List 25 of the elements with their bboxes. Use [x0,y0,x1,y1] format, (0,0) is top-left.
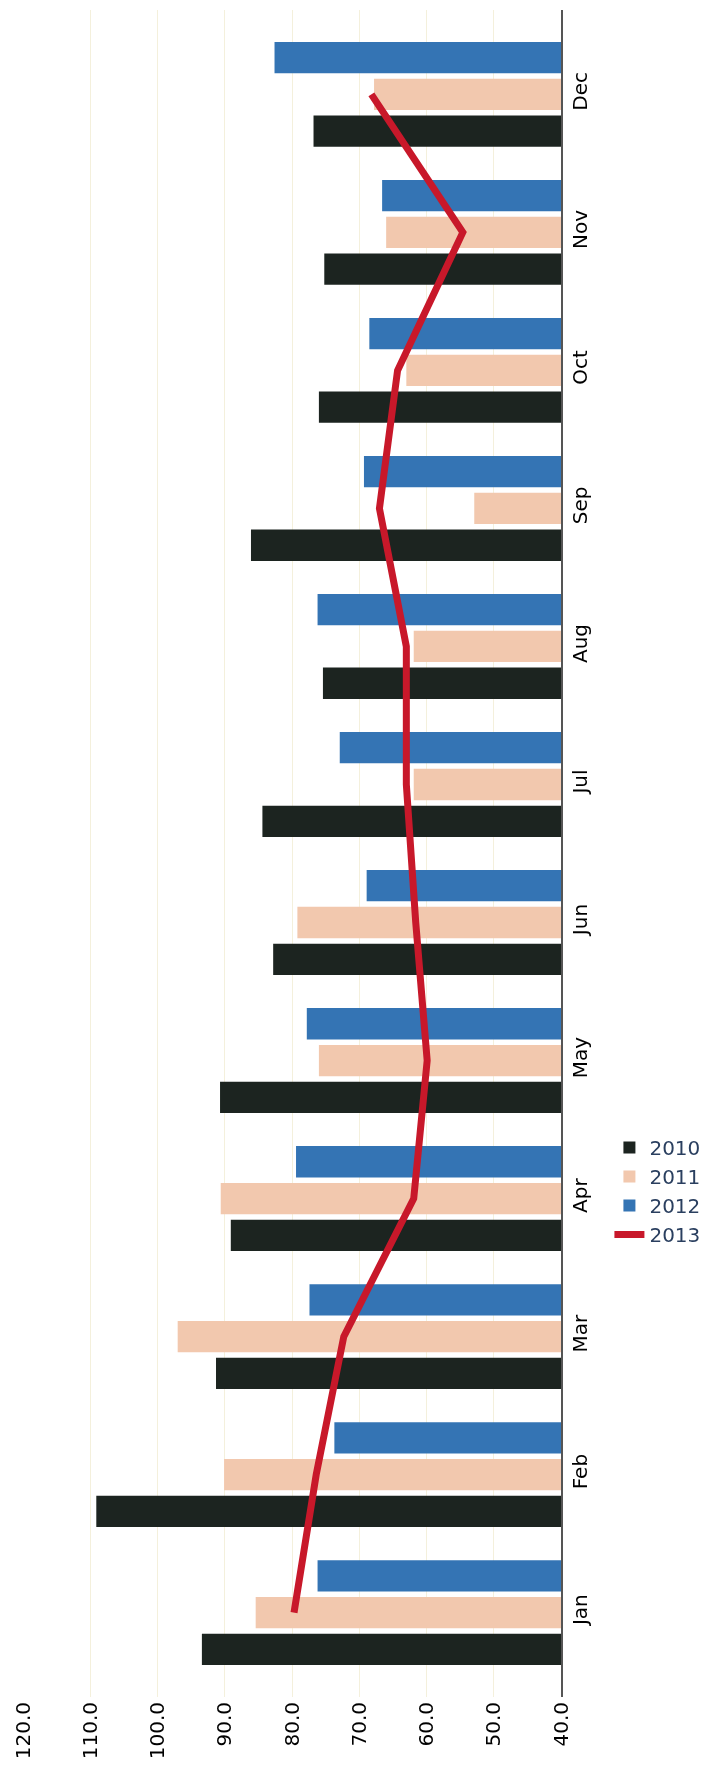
x-tick-label: 70.0 [346,1702,371,1747]
legend-label: 2013 [649,1223,701,1248]
legend-label: 2011 [649,1165,701,1190]
y-tick-label: Apr [568,1177,592,1213]
y-tick-label: Jun [568,903,592,938]
x-tick-label: 80.0 [279,1702,304,1747]
x-tick-label: 90.0 [212,1702,237,1747]
y-tick-label: Jan [568,1594,592,1628]
x-tick-label: 50.0 [481,1702,506,1747]
y-tick-label: Jul [568,769,592,796]
y-tick-label: Oct [568,349,592,385]
legend-label: 2010 [649,1136,701,1161]
x-tick-label: 100.0 [145,1702,169,1760]
y-tick-label: Feb [568,1453,592,1490]
legend-label: 2012 [649,1194,701,1219]
x-tick-label: 120.0 [10,1702,35,1760]
y-tick-label: Mar [568,1313,592,1353]
y-tick-label: Nov [568,209,592,249]
y-tick-label: Dec [568,72,592,111]
x-tick-label: 40.0 [548,1702,573,1747]
y-tick-label: Aug [568,623,592,663]
y-tick-label: May [568,1036,592,1079]
x-tick-label: 110.0 [77,1702,102,1760]
y-tick-label: Sep [568,486,592,525]
x-tick-label: 60.0 [414,1702,438,1747]
